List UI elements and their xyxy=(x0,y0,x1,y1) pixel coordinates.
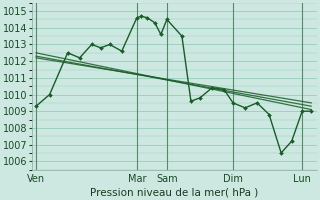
X-axis label: Pression niveau de la mer( hPa ): Pression niveau de la mer( hPa ) xyxy=(90,187,259,197)
